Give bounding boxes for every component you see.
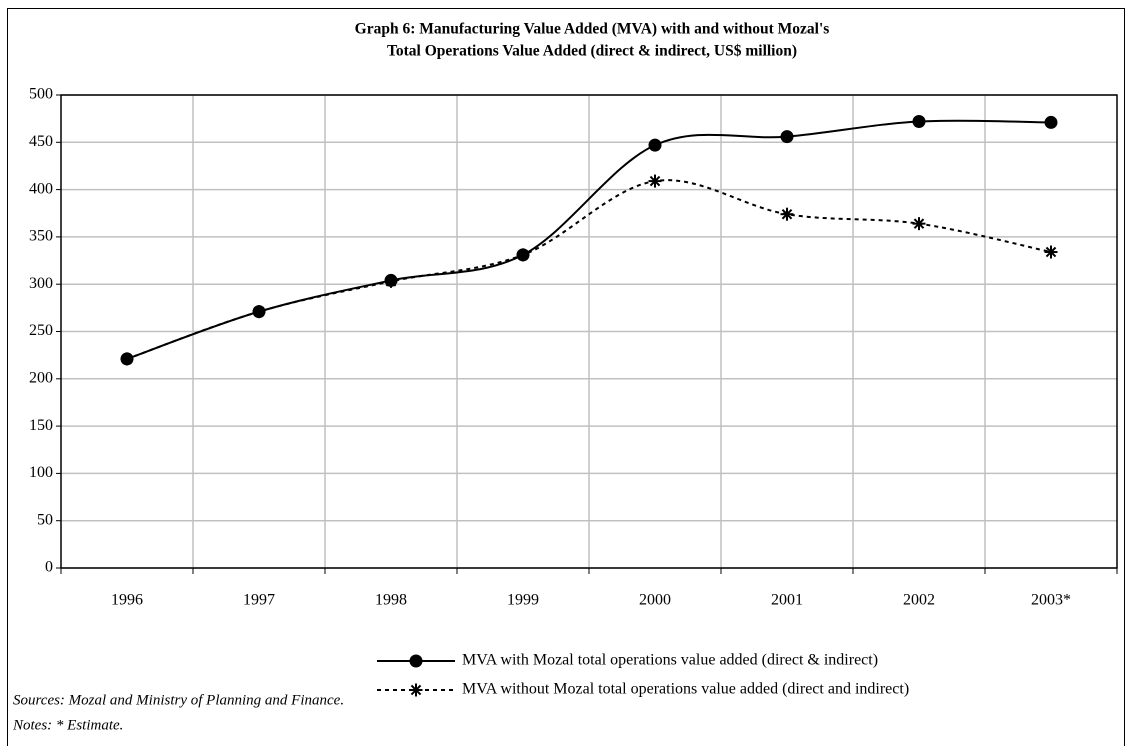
- marker: [780, 207, 794, 221]
- marker: [1044, 115, 1058, 129]
- y-tick-label: 300: [29, 275, 53, 292]
- y-tick-label: 50: [37, 511, 53, 528]
- y-tick-label: 400: [29, 180, 53, 197]
- x-tick-label: 2000: [639, 592, 671, 609]
- x-tick-label: 1999: [507, 592, 539, 609]
- marker: [648, 138, 662, 152]
- marker: [516, 248, 530, 262]
- plot-area: [60, 94, 1118, 569]
- marker: [1044, 245, 1058, 259]
- notes: Notes: * Estimate.: [12, 717, 123, 733]
- x-tick-label: 2001: [771, 592, 803, 609]
- x-tick-label: 2003*: [1031, 592, 1071, 609]
- series-line: [126, 119, 1052, 360]
- y-tick-label: 350: [29, 228, 53, 245]
- y-tick-label: 100: [29, 464, 53, 481]
- y-tick-label: 0: [45, 559, 53, 576]
- chart-title: Graph 6: Manufacturing Value Added (MVA)…: [355, 21, 830, 38]
- marker: [648, 174, 662, 188]
- marker: [780, 130, 794, 144]
- marker: [912, 114, 926, 128]
- marker: [409, 654, 423, 668]
- marker: [120, 352, 134, 366]
- y-tick-label: 500: [29, 86, 53, 103]
- legend-label: MVA with Mozal total operations value ad…: [462, 652, 878, 669]
- marker: [252, 305, 266, 319]
- marker: [409, 683, 423, 697]
- x-tick-label: 1998: [375, 592, 407, 609]
- y-tick-label: 200: [29, 369, 53, 386]
- y-tick-label: 450: [29, 133, 53, 150]
- marker: [912, 217, 926, 231]
- source-note: Sources: Mozal and Ministry of Planning …: [13, 692, 344, 708]
- x-tick-label: 1997: [243, 592, 275, 609]
- x-tick-label: 2002: [903, 592, 935, 609]
- series-line: [126, 179, 1052, 360]
- x-tick-label: 1996: [111, 592, 143, 609]
- frame: [7, 8, 1125, 746]
- y-tick-label: 250: [29, 322, 53, 339]
- chart-title: Total Operations Value Added (direct & i…: [387, 43, 797, 60]
- legend-label: MVA without Mozal total operations value…: [462, 681, 909, 698]
- y-tick-label: 150: [29, 417, 53, 434]
- marker: [384, 274, 398, 288]
